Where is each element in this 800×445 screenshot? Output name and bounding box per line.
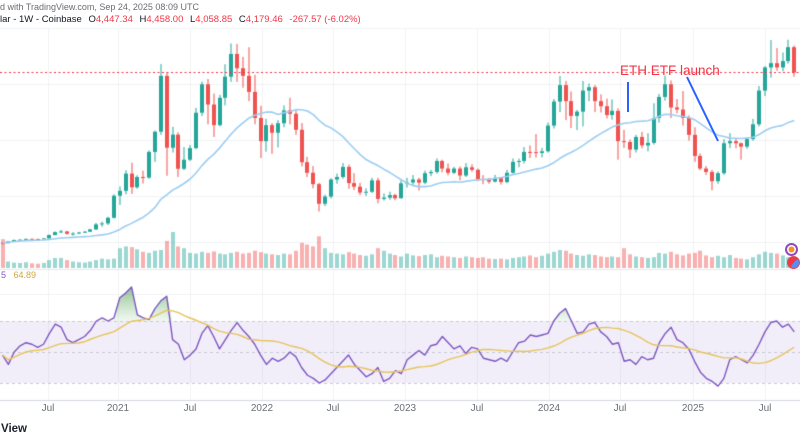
x-axis-label: Jul [470, 403, 484, 414]
tradingview-watermark: View [1, 423, 27, 435]
ohlc-high-label: H [139, 14, 147, 25]
x-axis-label: 2024 [537, 403, 561, 414]
x-axis-label: Jul [183, 403, 197, 414]
x-axis-label: 2023 [393, 403, 417, 414]
ohlc-close-value: 4,179.46 [245, 14, 283, 25]
x-axis-label: 2025 [681, 403, 705, 414]
rsi-legend[interactable]: 5 64.89 [1, 270, 36, 280]
x-axis-label: 2021 [106, 403, 130, 414]
ohlc-open-label: O [88, 14, 96, 25]
rsi-ma-value: 64.89 [13, 270, 37, 280]
time-axis[interactable]: Jul 2021 Jul 2022 Jul 2023 Jul 2024 Jul 2025 Jul [0, 400, 800, 418]
event-badge-lightning-icon[interactable] [785, 243, 798, 256]
event-badge-pie-icon[interactable] [787, 256, 800, 269]
x-axis-label: Jul [613, 403, 627, 414]
symbol-legend[interactable]: lar - 1W - Coinbase O4,447.34 H4,458.00 … [0, 14, 361, 25]
x-axis-label: 2022 [250, 403, 274, 414]
ohlc-low-label: L [190, 14, 196, 25]
attribution-text: d with TradingView.com, Sep 24, 2025 08:… [0, 2, 199, 12]
ohlc-high-value: 4,458.00 [146, 14, 184, 25]
x-axis-label: Jul [41, 403, 55, 414]
ohlc-open-value: 4,447.34 [95, 14, 133, 25]
ohlc-close-label: C [238, 14, 246, 25]
ohlc-low-value: 4,058.85 [195, 14, 233, 25]
x-axis-label: Jul [326, 403, 340, 414]
x-axis-label: Jul [758, 403, 772, 414]
etf-launch-annotation[interactable]: ETH ETF launch [620, 63, 720, 78]
rsi-value: 5 [1, 270, 7, 280]
symbol-name: lar - 1W - Coinbase [0, 14, 82, 25]
change-value: -267.57 (-6.02%) [289, 14, 361, 25]
